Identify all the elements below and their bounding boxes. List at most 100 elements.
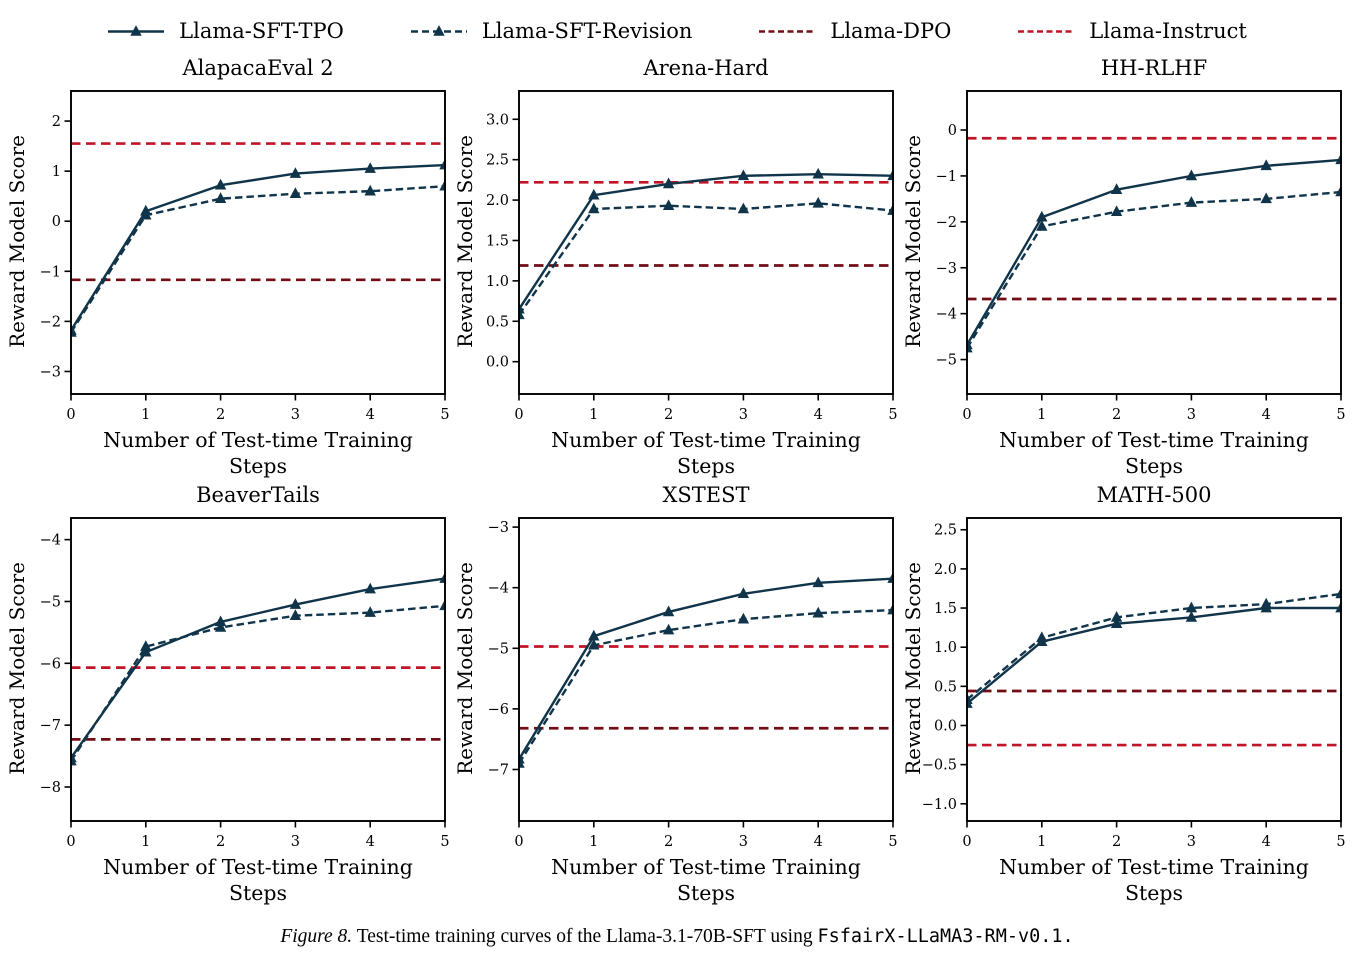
data-point-marker [737,202,750,214]
plot-border [966,517,1342,822]
data-point-marker [812,576,824,588]
legend-line-sample-dashed-crimson-icon [1018,30,1075,33]
series-line-llama-sft-tpo [71,163,446,332]
subplot-hh-rlhf: HH-RLHF Reward Model Score 0 −1 −2 −3 −4 −5 0 1… [901,54,1349,478]
data-point-marker [588,629,600,641]
y-tick-label: −3 [936,261,957,277]
plot-wrap: Reward Model Score 2 1 0 −1 −2 −3 0 1 2 3 4 5 [5,82,453,427]
data-point-marker [812,167,824,179]
data-point-marker [214,192,227,203]
data-point-marker [214,615,227,627]
data-point-marker [1185,611,1198,622]
data-point-marker [519,757,525,768]
y-tick-label: −7 [40,718,61,734]
data-point-marker [71,754,77,766]
y-tick-label: 1.0 [934,640,957,656]
y-tick-label: −4 [488,581,509,597]
y-tick-label: 2.5 [486,153,509,169]
subplot-title: MATH-500 [1096,483,1212,507]
subplot-alapacaeval-2: AlapacaEval 2 Reward Model Score 2 1 0 −1 −2… [5,54,453,478]
x-tick-label: 2 [216,407,225,423]
series-line-llama-sft-tpo [71,577,446,759]
y-tick-label: −3 [488,520,509,536]
subplot-title: AlapacaEval 2 [182,56,334,80]
x-tick-label: 3 [291,407,300,423]
plot-border [966,90,1342,395]
y-tick-label: −4 [936,307,957,323]
x-tick-label: 5 [440,407,449,423]
legend-marker [433,25,445,36]
series-line-llama-sft-revision [519,608,894,765]
y-tick-label: −1 [40,264,61,280]
data-point-marker [662,199,675,211]
x-tick-label: 5 [1336,834,1345,850]
x-tick-label: 0 [514,834,523,850]
y-tick-label: 0 [52,214,61,230]
plot-area: 0 −1 −2 −3 −4 −5 0 1 2 3 4 5 [936,90,1346,423]
charts-grid-top-row: AlapacaEval 2 Reward Model Score 2 1 0 −1 −2… [5,48,1349,478]
y-tick-label: 1.5 [486,233,509,249]
data-point-marker [214,621,227,632]
data-point-marker [140,208,152,220]
data-point-marker [737,169,750,181]
x-tick-label: 1 [589,407,598,423]
data-point-marker [1110,205,1123,217]
data-point-marker [1036,210,1048,222]
x-axis-label: Number of Test-time Training Steps [551,428,861,478]
data-point-marker [588,188,600,200]
x-tick-label: 5 [440,834,449,850]
y-tick-label: −8 [40,780,61,796]
y-tick-label: −3 [40,364,61,380]
plot-wrap: Reward Model Score 0 −1 −2 −3 −4 −5 0 1 2 3 4 5 [901,82,1349,427]
plot-wrap: Reward Model Score 3.0 2.5 2.0 1.5 1.0 0.5 0.0… [453,82,901,427]
x-tick-label: 0 [514,407,523,423]
data-point-marker [140,640,152,651]
plot-area: 2 1 0 −1 −2 −3 0 1 2 3 4 5 [40,90,450,423]
data-point-marker [364,582,376,594]
subplot-math-500: MATH-500 Reward Model Score 2.5 2.0 1.5 1.0… [901,481,1349,905]
legend-line-sample-solid-triangle-icon [108,25,165,36]
data-point-marker [737,587,750,599]
y-tick-label: 1.5 [934,601,957,617]
x-tick-label: 4 [814,834,823,850]
data-point-marker [364,162,376,173]
figure-legend: Llama-SFT-TPO Llama-SFT-Revision Llama-D… [0,0,1354,48]
x-tick-label: 3 [291,834,300,850]
legend-item-llama-instruct: Llama-Instruct [1017,20,1247,42]
data-point-marker [1110,183,1123,195]
y-tick-label: −1.0 [922,797,957,813]
data-point-marker [662,605,675,617]
series-line-llama-sft-tpo [967,606,1341,705]
y-tick-label: 0.0 [486,355,509,371]
series-line-llama-sft-tpo [519,173,894,310]
y-tick-label: 1.0 [486,274,509,290]
y-tick-label: −5 [40,594,61,610]
plot-border [518,517,894,822]
y-tick-label: −6 [488,702,509,718]
data-point-marker [289,598,302,609]
data-point-marker [1185,169,1198,181]
y-tick-label: 0.0 [934,718,957,734]
y-tick-label: 0 [948,123,957,139]
x-axis-label: Number of Test-time Training Steps [999,855,1309,905]
plot-area: 2.5 2.0 1.5 1.0 0.5 0.0 −0.5 −1.0 0 1 2 3 4 5 [922,517,1346,850]
x-tick-label: 2 [216,834,225,850]
x-tick-label: 4 [1262,407,1271,423]
legend-item-llama-dpo: Llama-DPO [758,20,951,42]
data-point-marker [588,202,600,214]
legend-marker [130,25,142,36]
x-tick-label: 5 [888,834,897,850]
data-point-marker [289,609,302,621]
x-tick-label: 1 [1037,407,1046,423]
x-tick-label: 2 [1112,834,1121,850]
data-point-marker [289,167,302,178]
y-tick-label: 0.5 [934,679,957,695]
series-line-llama-sft-revision [967,190,1342,349]
data-point-marker [1185,601,1198,613]
x-tick-label: 3 [739,407,748,423]
data-point-marker [812,196,824,208]
x-tick-label: 2 [1112,407,1121,423]
legend-label: Llama-SFT-Revision [481,18,693,43]
x-tick-label: 2 [664,834,673,850]
subplot-xstest: XSTEST Reward Model Score −3 −4 −5 −6 −7 0 1 2 3… [453,481,901,905]
